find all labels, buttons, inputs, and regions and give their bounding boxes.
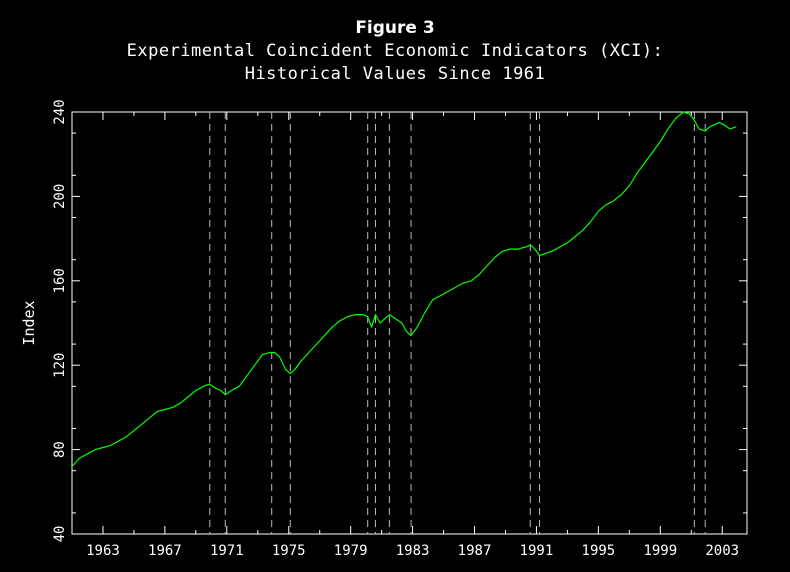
x-tick-label: 1971 [210, 543, 244, 559]
y-tick-label: 40 [52, 526, 68, 543]
x-tick-label: 1963 [86, 543, 120, 559]
y-tick-label: 200 [52, 184, 68, 209]
y-tick-label: 160 [52, 268, 68, 293]
x-tick-label: 1975 [272, 543, 306, 559]
series-line-xci [71, 111, 737, 467]
y-tick-label: 120 [52, 353, 68, 378]
chart-title: Figure 3 [355, 18, 435, 38]
x-tick-label: 1991 [520, 543, 554, 559]
plot-frame [71, 111, 748, 535]
x-tick-label: 1987 [458, 543, 492, 559]
x-tick-label: 1967 [148, 543, 182, 559]
y-tick-label: 240 [52, 99, 68, 124]
x-tick-label: 1979 [334, 543, 368, 559]
chart-subtitle-line-2: Historical Values Since 1961 [244, 64, 546, 84]
chart-subtitle-line-1: Experimental Coincident Economic Indicat… [126, 41, 664, 61]
x-tick-label: 1983 [396, 543, 430, 559]
y-tick-label: 80 [52, 441, 68, 458]
y-axis-label: Index [20, 300, 38, 345]
x-tick-label: 1999 [643, 543, 677, 559]
x-tick-label: 2003 [705, 543, 739, 559]
x-tick-label: 1995 [582, 543, 616, 559]
